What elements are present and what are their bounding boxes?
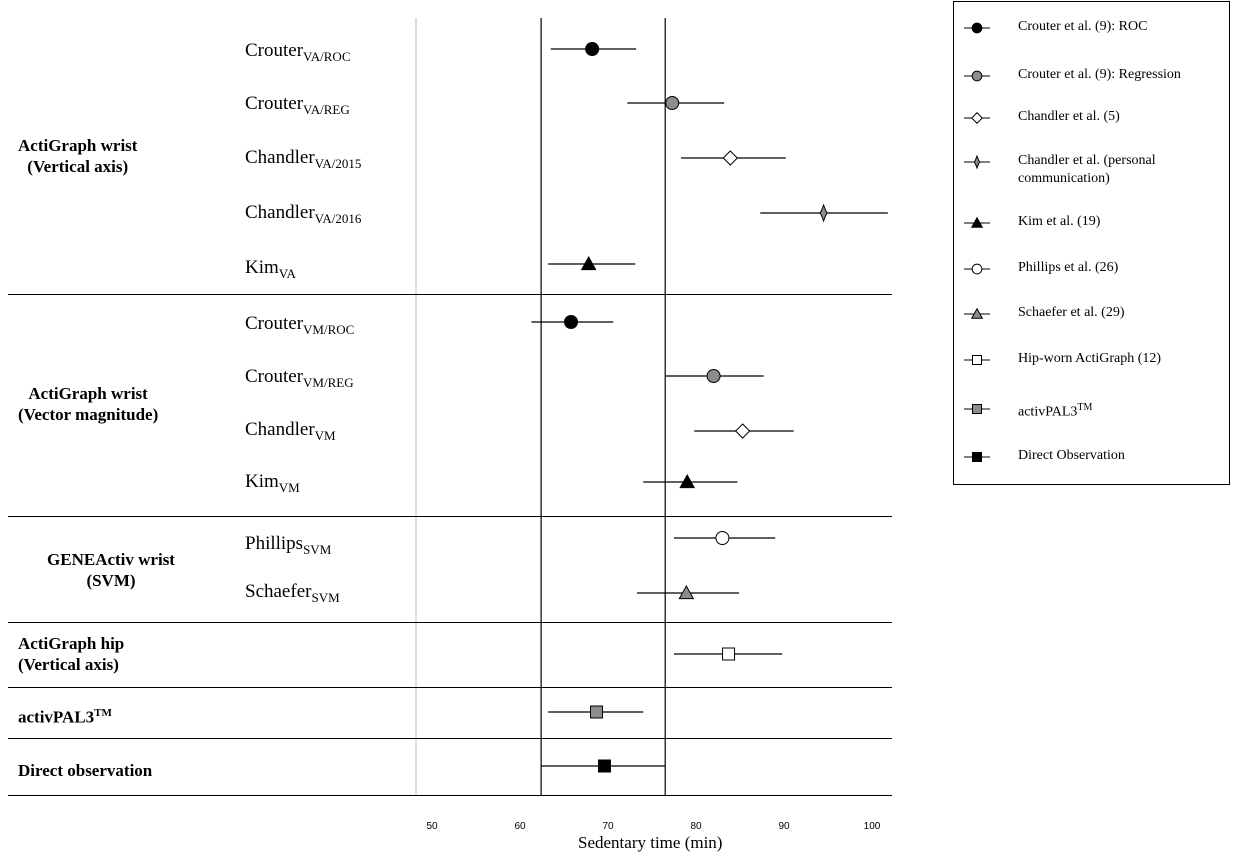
legend-marker: [964, 112, 990, 124]
legend-marker: [964, 307, 990, 319]
row-label-phillips-svm: PhillipsSVM: [245, 533, 332, 557]
group-divider: [8, 738, 892, 739]
group-divider: [8, 687, 892, 688]
marker-square-black: [597, 759, 611, 773]
marker-circle-gray: [971, 70, 983, 82]
legend-label: Chandler et al. (5): [1018, 109, 1120, 124]
group-divider: [8, 622, 892, 623]
group-label-geneactiv-wrist: GENEActiv wrist (SVM): [47, 550, 175, 590]
row-label-crouter-va-roc: CrouterVA/ROC: [245, 40, 351, 64]
legend-label: Hip-worn ActiGraph (12): [1018, 351, 1162, 366]
plot-marks: [531, 42, 888, 773]
legend: Crouter et al. (9): ROC Crouter et al. (…: [953, 1, 1230, 485]
legend-item: activPAL3TM: [954, 397, 1224, 421]
marker-square-gray: [590, 705, 604, 719]
legend-item: Schaefer et al. (29): [954, 302, 1224, 326]
marker-triangle-black: [970, 216, 984, 228]
marker-square-white: [722, 647, 736, 661]
legend-marker: [964, 263, 990, 275]
marker-circle-white: [715, 531, 730, 545]
marker-circle-black: [564, 315, 579, 329]
group-label-actigraph-wrist-va: ActiGraph wrist (Vertical axis): [18, 136, 138, 176]
marker-diamond-white: [734, 423, 751, 439]
marker-triangle-gray: [970, 307, 984, 319]
legend-marker: [964, 355, 990, 365]
legend-label: Crouter et al. (9): ROC: [1018, 19, 1148, 34]
legend-marker: [964, 404, 990, 414]
marker-circle-black: [971, 22, 983, 34]
group-divider: [8, 795, 892, 796]
group-label-direct-observation: Direct observation: [18, 761, 153, 780]
row-label-chandler-va-2016: ChandlerVA/2016: [245, 202, 362, 226]
row-label-schaefer-svm: SchaeferSVM: [245, 581, 340, 605]
x-axis-ticks: 50 60 70 80 90 100: [426, 821, 880, 832]
legend-item: Chandler et al. (personal communication): [954, 150, 1224, 186]
marker-circle-white: [971, 263, 983, 275]
legend-item: Hip-worn ActiGraph (12): [954, 348, 1224, 372]
marker-diamond-white: [722, 150, 739, 166]
marker-star4-gray: [819, 203, 828, 223]
legend-label: Chandler et al. (personal communication): [1018, 153, 1156, 186]
legend-label: Schaefer et al. (29): [1018, 305, 1125, 320]
legend-item: Direct Observation: [954, 445, 1224, 469]
group-label-activpal3: activPAL3TM: [18, 707, 112, 727]
group-label-actigraph-wrist-vm: ActiGraph wrist (Vector magnitude): [18, 384, 159, 424]
legend-marker: [964, 216, 990, 228]
marker-circle-gray: [706, 369, 721, 383]
legend-item: Phillips et al. (26): [954, 257, 1224, 281]
row-label-crouter-vm-roc: CrouterVM/ROC: [245, 313, 355, 337]
x-tick-label: 60: [514, 821, 526, 832]
row-label-crouter-va-reg: CrouterVA/REG: [245, 93, 350, 117]
legend-marker: [964, 154, 990, 170]
legend-item: Crouter et al. (9): Regression: [954, 64, 1224, 88]
legend-item: Kim et al. (19): [954, 211, 1224, 235]
marker-circle-black: [585, 42, 600, 56]
x-tick-label: 100: [864, 821, 881, 832]
group-divider: [8, 516, 892, 517]
marker-star4-gray: [973, 154, 981, 170]
legend-item: Crouter et al. (9): ROC: [954, 16, 1224, 40]
legend-label: Direct Observation: [1018, 448, 1125, 463]
marker-square-black: [972, 452, 982, 462]
legend-label: Phillips et al. (26): [1018, 260, 1119, 275]
row-label-chandler-vm: ChandlerVM: [245, 419, 336, 443]
x-axis-title: Sedentary time (min): [578, 833, 723, 852]
row-label-chandler-va-2015: ChandlerVA/2015: [245, 147, 362, 171]
legend-marker: [964, 70, 990, 82]
legend-label: Kim et al. (19): [1018, 214, 1101, 229]
legend-item: Chandler et al. (5): [954, 106, 1224, 130]
marker-diamond-white: [971, 112, 983, 124]
marker-triangle-black: [679, 473, 696, 489]
row-label-kim-va: KimVA: [245, 257, 296, 281]
legend-marker: [964, 452, 990, 462]
group-divider: [8, 294, 892, 295]
group-label-actigraph-hip: ActiGraph hip (Vertical axis): [18, 634, 125, 674]
marker-square-gray: [972, 404, 982, 414]
legend-marker: [964, 22, 990, 34]
legend-label: Crouter et al. (9): Regression: [1018, 67, 1181, 82]
legend-label: activPAL3TM: [1018, 402, 1093, 420]
row-label-kim-vm: KimVM: [245, 471, 300, 495]
x-tick-label: 70: [602, 821, 614, 832]
row-label-crouter-vm-reg: CrouterVM/REG: [245, 366, 354, 390]
x-tick-label: 50: [426, 821, 438, 832]
x-tick-label: 80: [690, 821, 702, 832]
marker-square-white: [972, 355, 982, 365]
marker-triangle-black: [580, 255, 597, 271]
marker-triangle-gray: [678, 584, 695, 600]
marker-circle-gray: [665, 96, 680, 110]
x-tick-label: 90: [778, 821, 790, 832]
